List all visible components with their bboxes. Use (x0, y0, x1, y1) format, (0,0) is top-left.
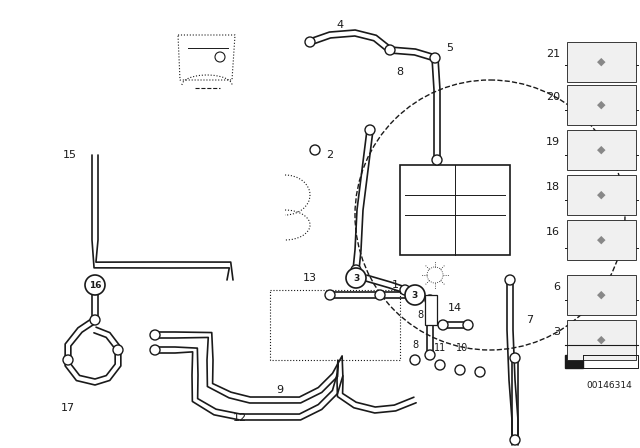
Text: 00146314: 00146314 (587, 380, 632, 389)
Text: ◆: ◆ (597, 235, 605, 245)
Circle shape (410, 355, 420, 365)
Text: 16: 16 (546, 227, 560, 237)
Circle shape (435, 360, 445, 370)
Text: 16: 16 (89, 280, 101, 289)
Bar (567, 220, 636, 260)
Bar (400, 165, 510, 255)
Circle shape (405, 285, 425, 305)
Text: 10: 10 (456, 343, 468, 353)
Text: 1: 1 (392, 280, 399, 290)
Circle shape (85, 275, 105, 295)
Text: 19: 19 (546, 137, 560, 147)
Circle shape (400, 285, 410, 295)
Bar (567, 85, 636, 125)
Circle shape (510, 435, 520, 445)
Text: 6: 6 (553, 282, 560, 292)
Circle shape (310, 145, 320, 155)
Text: 18: 18 (546, 182, 560, 192)
Bar (425, 295, 437, 325)
Text: 13: 13 (303, 273, 317, 283)
Circle shape (346, 268, 366, 288)
Text: ◆: ◆ (597, 100, 605, 110)
Bar (567, 130, 636, 170)
Text: 17: 17 (61, 403, 75, 413)
Circle shape (430, 53, 440, 63)
Text: 3: 3 (353, 273, 359, 283)
Text: 15: 15 (63, 150, 77, 160)
Text: ◆: ◆ (597, 290, 605, 300)
Circle shape (438, 320, 448, 330)
Circle shape (425, 295, 435, 305)
Text: 2: 2 (326, 150, 333, 160)
Circle shape (455, 365, 465, 375)
Circle shape (90, 315, 100, 325)
Circle shape (305, 37, 315, 47)
Text: ◆: ◆ (597, 145, 605, 155)
Circle shape (505, 275, 515, 285)
Text: 8: 8 (396, 67, 404, 77)
Circle shape (365, 125, 375, 135)
Circle shape (385, 45, 395, 55)
Bar (567, 175, 636, 215)
Text: 5: 5 (447, 43, 454, 53)
Text: 11: 11 (434, 343, 446, 353)
Bar (567, 275, 636, 315)
Circle shape (510, 353, 520, 363)
Text: 9: 9 (276, 385, 284, 395)
Circle shape (463, 320, 473, 330)
Text: 14: 14 (448, 303, 462, 313)
Circle shape (375, 290, 385, 300)
Text: 3: 3 (412, 290, 418, 300)
Bar (567, 42, 636, 82)
Polygon shape (565, 355, 583, 368)
Text: 4: 4 (337, 20, 344, 30)
Bar (567, 320, 636, 360)
Text: 12: 12 (233, 413, 247, 423)
Text: ◆: ◆ (597, 57, 605, 67)
Text: 21: 21 (546, 49, 560, 59)
Text: 8: 8 (412, 340, 418, 350)
Text: 7: 7 (527, 315, 534, 325)
Circle shape (63, 355, 73, 365)
Circle shape (113, 345, 123, 355)
Text: 20: 20 (546, 92, 560, 102)
Circle shape (425, 350, 435, 360)
Text: 8: 8 (417, 310, 423, 320)
Circle shape (432, 155, 442, 165)
Circle shape (351, 265, 361, 275)
Text: 3: 3 (553, 327, 560, 337)
Circle shape (325, 290, 335, 300)
Circle shape (150, 345, 160, 355)
Text: ◆: ◆ (597, 190, 605, 200)
Circle shape (475, 367, 485, 377)
Circle shape (150, 330, 160, 340)
Text: ◆: ◆ (597, 335, 605, 345)
